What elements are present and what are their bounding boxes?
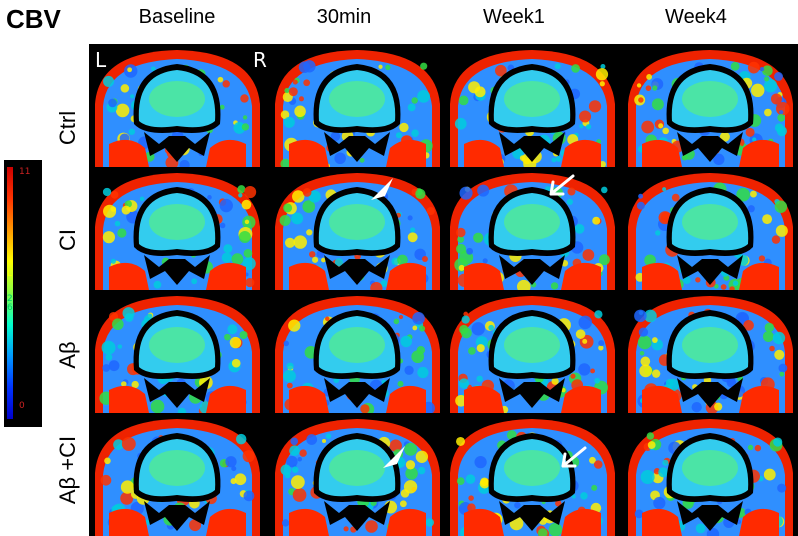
brain-slice-a-week4: [622, 290, 798, 413]
column-label-week1: Week1: [483, 6, 545, 28]
brain-slice-a-30min: [269, 290, 446, 413]
brain-slice-ci-30min: [269, 167, 446, 290]
colorbar-gradient: [7, 167, 13, 419]
colorbar-min-label: 0: [19, 401, 25, 411]
arrowhead-icon-ci-30min: [371, 178, 393, 200]
brain-slice-a-ci-week4: [622, 413, 798, 536]
brain-slice-ctrl-baseline: [89, 44, 266, 167]
colorbar-mid-label-2: 2: [7, 294, 13, 304]
column-label-week4: Week4: [665, 6, 727, 28]
colorbar-mid-label-1: L: [7, 269, 13, 279]
brain-slice-ci-week1: [444, 167, 621, 290]
colorbar-max-label: 11: [19, 167, 31, 177]
arrow-icon-a-ci-week1: [561, 446, 587, 468]
right-side-marker: R: [253, 48, 267, 72]
row-label-ctrl: Ctrl: [55, 110, 80, 146]
brain-slice-a-ci-baseline: [89, 413, 266, 536]
brain-slice-ctrl-week4: [622, 44, 798, 167]
colorbar: 11 L 2 6 0: [4, 160, 42, 427]
colorbar-mid-label-3: 6: [7, 303, 13, 313]
column-label-30min: 30min: [316, 6, 372, 28]
left-side-marker: L: [95, 48, 107, 72]
brain-slice-ctrl-30min: [269, 44, 446, 167]
brain-slice-a-ci-week1: [444, 413, 621, 536]
row-label-abeta: Aβ: [55, 341, 80, 369]
arrow-icon-ci-week1: [549, 174, 575, 196]
row-label-ci: CI: [55, 229, 80, 251]
brain-slice-a-ci-30min: [269, 413, 446, 536]
brain-slice-ci-week4: [622, 167, 798, 290]
brain-slice-ctrl-week1: [444, 44, 621, 167]
figure-title: CBV: [6, 4, 61, 34]
arrowhead-icon-a-ci-30min: [383, 446, 405, 468]
brain-slice-a-week1: [444, 290, 621, 413]
column-label-baseline: Baseline: [138, 6, 216, 28]
brain-slice-ci-baseline: [89, 167, 266, 290]
row-label-abeta-ci: Aβ +CI: [55, 435, 80, 505]
brain-slice-a-baseline: [89, 290, 266, 413]
